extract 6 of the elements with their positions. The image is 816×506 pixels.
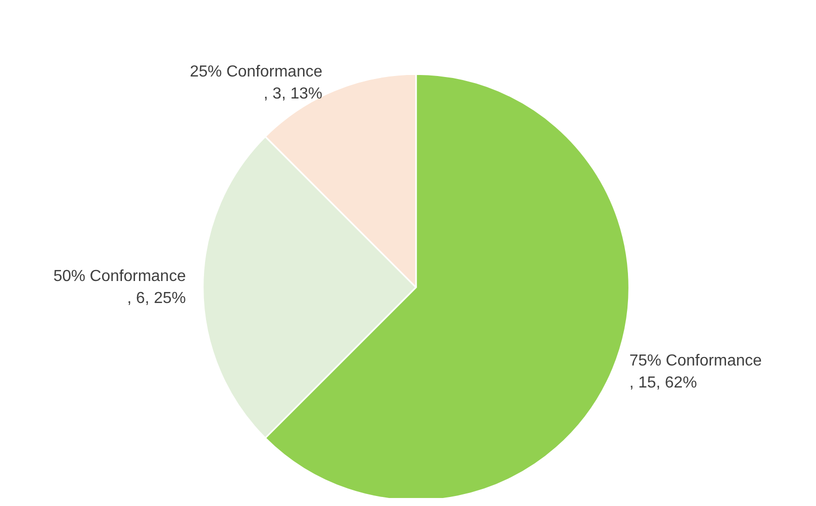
data-label: , 6, 25% (127, 290, 186, 307)
data-label: , 15, 62% (629, 374, 697, 392)
slice-label: 25% Conformance (190, 63, 322, 80)
slice-label: 50% Conformance (53, 268, 186, 285)
slice-label: 75% Conformance (629, 352, 762, 370)
data-label: , 3, 13% (264, 85, 322, 102)
